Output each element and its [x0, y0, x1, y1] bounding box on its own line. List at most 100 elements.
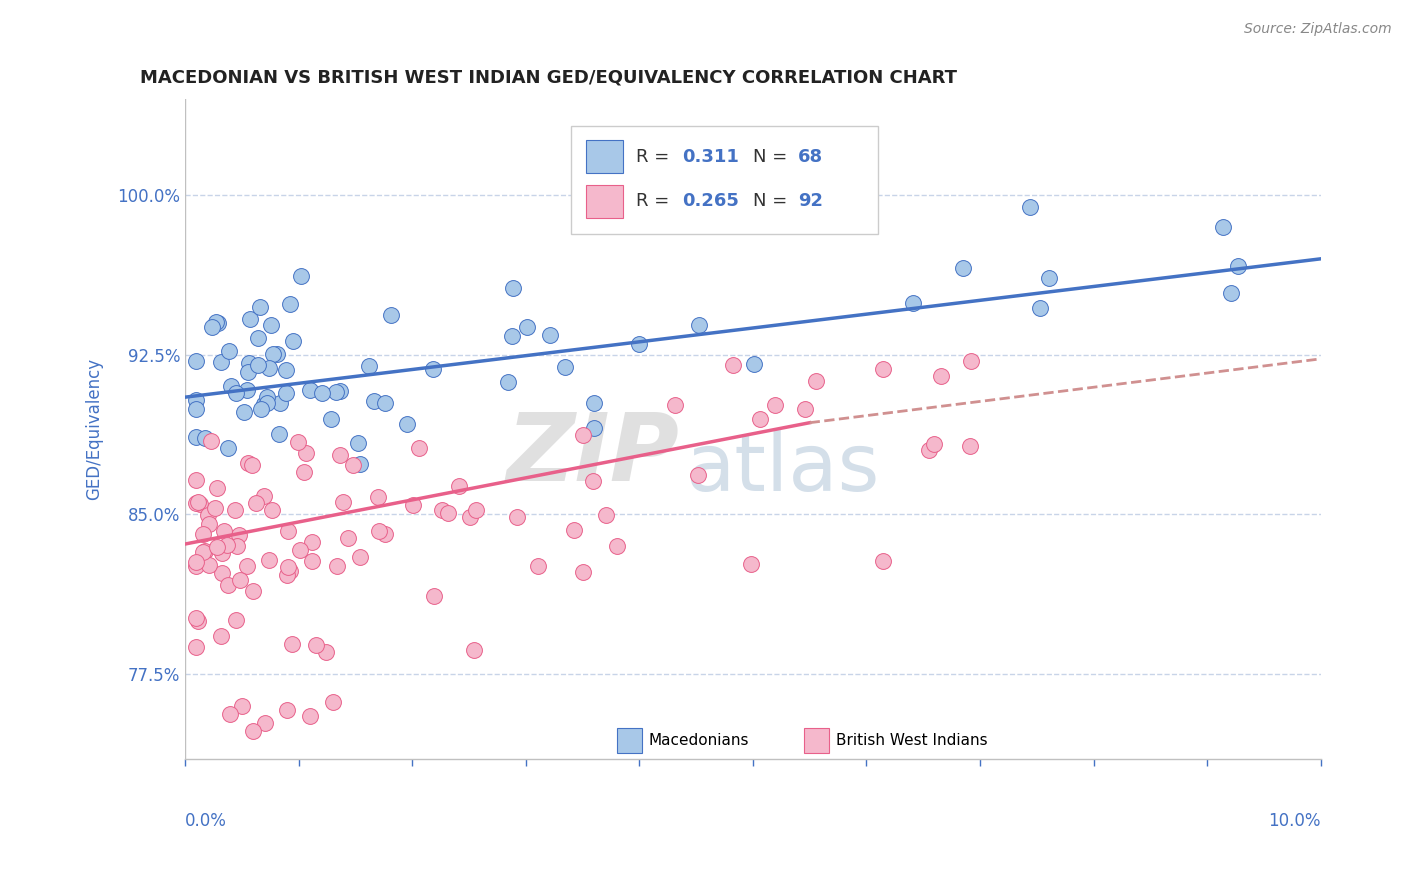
Point	[1212, 220, 1234, 235]
Point	[211, 546, 233, 560]
Point	[187, 495, 209, 509]
Point	[188, 497, 211, 511]
Point	[686, 467, 709, 482]
Point	[276, 703, 298, 717]
Point	[402, 498, 425, 512]
Text: N =: N =	[752, 147, 793, 166]
Point	[197, 517, 219, 532]
Point	[554, 359, 576, 374]
Text: 10.0%: 10.0%	[1268, 813, 1320, 830]
Point	[205, 314, 228, 328]
Point	[225, 386, 247, 401]
Point	[205, 540, 228, 554]
Point	[295, 445, 318, 459]
Point	[922, 436, 945, 450]
Point	[373, 396, 395, 410]
Point	[298, 709, 321, 723]
Point	[207, 316, 229, 330]
Text: atlas: atlas	[685, 430, 879, 508]
Point	[301, 534, 323, 549]
Point	[322, 694, 344, 708]
Point	[1018, 200, 1040, 214]
Text: 0.265: 0.265	[682, 193, 740, 211]
Point	[794, 401, 817, 416]
Point	[329, 384, 352, 399]
Bar	[617, 728, 641, 753]
Point	[502, 281, 524, 295]
Point	[211, 566, 233, 580]
Point	[224, 502, 246, 516]
Point	[209, 629, 232, 643]
Point	[231, 698, 253, 713]
Point	[242, 584, 264, 599]
Point	[229, 573, 252, 587]
Point	[721, 358, 744, 372]
Point	[256, 390, 278, 404]
Point	[253, 715, 276, 730]
Point	[257, 361, 280, 376]
Text: Source: ZipAtlas.com: Source: ZipAtlas.com	[1244, 22, 1392, 37]
Point	[290, 269, 312, 284]
Point	[283, 334, 305, 349]
Point	[186, 393, 208, 408]
Point	[582, 421, 605, 435]
Point	[191, 545, 214, 559]
Point	[186, 401, 208, 416]
Point	[186, 611, 208, 625]
Point	[236, 456, 259, 470]
Point	[277, 560, 299, 574]
Point	[287, 435, 309, 450]
Point	[329, 448, 352, 462]
Point	[359, 359, 381, 374]
Point	[571, 565, 593, 579]
Point	[325, 384, 347, 399]
Point	[187, 614, 209, 628]
Point	[278, 564, 301, 578]
Point	[193, 431, 215, 445]
Point	[305, 638, 328, 652]
Point	[269, 427, 291, 442]
Point	[311, 386, 333, 401]
Point	[664, 398, 686, 412]
Point	[186, 558, 208, 573]
Point	[349, 549, 371, 564]
Point	[260, 318, 283, 333]
Point	[274, 363, 297, 377]
Point	[901, 295, 924, 310]
Point	[326, 559, 349, 574]
Text: MACEDONIAN VS BRITISH WEST INDIAN GED/EQUIVALENCY CORRELATION CHART: MACEDONIAN VS BRITISH WEST INDIAN GED/EQ…	[139, 69, 956, 87]
Point	[582, 474, 605, 488]
Point	[249, 401, 271, 416]
Point	[281, 637, 304, 651]
Point	[562, 523, 585, 537]
Point	[277, 524, 299, 539]
Point	[527, 558, 550, 573]
Point	[200, 434, 222, 448]
Point	[959, 439, 981, 453]
Point	[217, 441, 239, 455]
Point	[212, 524, 235, 539]
Point	[256, 395, 278, 409]
Point	[742, 357, 765, 371]
Point	[226, 539, 249, 553]
Point	[929, 369, 952, 384]
Point	[422, 362, 444, 376]
Bar	[586, 185, 623, 218]
Point	[235, 558, 257, 573]
Point	[363, 393, 385, 408]
Bar	[586, 140, 623, 173]
Text: 0.0%: 0.0%	[186, 813, 226, 830]
Text: N =: N =	[752, 193, 793, 211]
Point	[342, 458, 364, 473]
Point	[332, 495, 354, 509]
Point	[236, 365, 259, 379]
Point	[198, 558, 221, 572]
Point	[218, 343, 240, 358]
Point	[238, 356, 260, 370]
Point	[280, 297, 302, 311]
Point	[201, 319, 224, 334]
Point	[191, 526, 214, 541]
Point	[186, 496, 208, 510]
Point	[209, 355, 232, 369]
Point	[288, 543, 311, 558]
